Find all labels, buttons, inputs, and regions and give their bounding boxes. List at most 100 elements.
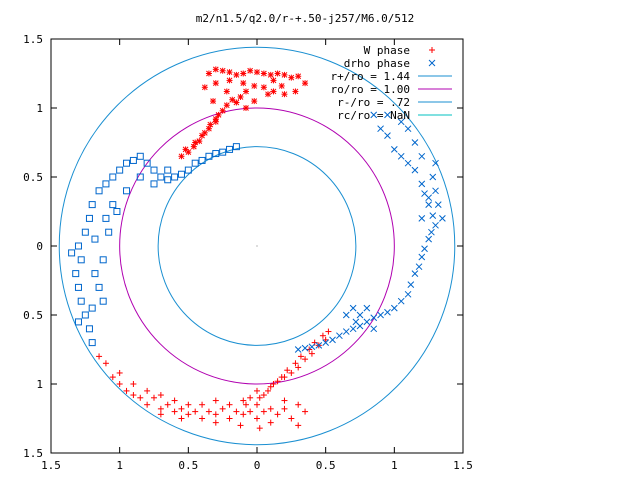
drho-phase-point	[411, 139, 419, 146]
drho-phase-point	[136, 173, 144, 181]
w-phase-point	[212, 419, 219, 426]
w-phase-point	[278, 374, 285, 381]
legend-label: ro/ro = 1.00	[331, 83, 410, 96]
w-phase-point	[212, 118, 219, 125]
w-phase-point	[295, 364, 302, 371]
radius-circles	[58, 46, 456, 446]
center-dot	[256, 245, 258, 247]
drho-phase-point	[384, 308, 391, 316]
drho-phase-point	[329, 336, 336, 344]
drho-phase-point	[425, 201, 433, 208]
w-phase-point	[185, 411, 192, 418]
drho-phase-point	[81, 311, 89, 319]
w-phase-point	[116, 381, 123, 387]
w-phase-point	[223, 88, 230, 95]
w-phase-point	[292, 88, 299, 95]
w-phase-point	[264, 387, 271, 394]
drho-phase-point	[432, 187, 439, 195]
drho-phase-point	[411, 270, 419, 277]
w-phase-point	[212, 397, 219, 404]
drho-phase-point	[336, 332, 343, 340]
drho-phase-point	[95, 187, 103, 195]
drho-phase-point	[85, 214, 93, 222]
drho-phase-point	[342, 311, 350, 319]
w-phase-point	[237, 422, 244, 429]
drho-phase-point	[150, 180, 158, 188]
drho-phase-point	[113, 208, 121, 215]
drho-phase-point	[74, 283, 82, 291]
drho-phase-point	[439, 215, 446, 222]
drho-phase-point	[301, 344, 309, 352]
w-phase-point	[284, 367, 291, 374]
drho-phase-point	[177, 170, 185, 178]
w-phase-point	[157, 392, 164, 399]
drho-phase-point	[377, 311, 384, 319]
drho-phase-point	[390, 146, 398, 153]
w-phase-point	[240, 70, 247, 77]
drho-phase-point	[349, 325, 357, 333]
w-phase-point	[233, 408, 240, 415]
legend-label: W phase	[364, 44, 410, 57]
y-tick-label: 0	[36, 240, 43, 253]
w-phase-point	[295, 401, 302, 408]
w-phase-point	[96, 353, 103, 360]
x-tick-label: 0.5	[178, 459, 198, 472]
y-tick-label: 1	[36, 378, 43, 391]
w-phase-point	[267, 419, 274, 426]
drho-phase-point	[349, 304, 357, 312]
w-phase-point	[254, 69, 260, 76]
w-phase-point	[274, 70, 281, 77]
drho-phase-point	[315, 342, 323, 349]
w-phase-point	[302, 356, 309, 363]
w-phase-point	[322, 336, 329, 343]
drho-phase-point	[88, 201, 96, 209]
drho-phase-point	[72, 270, 80, 278]
w-phase-point	[256, 425, 263, 432]
drho-phase-point	[136, 152, 144, 160]
drho-phase-point	[429, 212, 437, 219]
drho-phase-point	[109, 173, 117, 181]
drho-phase-point	[77, 297, 85, 305]
drho-phase-point	[81, 228, 89, 236]
drho-phase-point	[418, 152, 426, 160]
w-phase-point	[288, 369, 295, 376]
drho-phase-point	[164, 176, 172, 184]
drho-phase-point	[232, 143, 240, 151]
legend-label: r+/ro = 1.44	[331, 70, 411, 83]
drho-phase-point	[219, 148, 227, 156]
x-tick-label: 1.5	[453, 459, 473, 472]
w-phase-point	[199, 415, 206, 422]
w-phase-point	[109, 374, 116, 381]
w-phase-point	[123, 387, 130, 394]
w-phase-point	[219, 405, 226, 412]
w-phase-point	[260, 392, 267, 399]
w-phase-point	[171, 408, 178, 415]
w-phase-point	[151, 394, 157, 401]
w-phase-point	[270, 381, 277, 387]
drho-phase-point	[421, 245, 428, 253]
drho-phase-point	[429, 173, 437, 181]
w-phase-point	[171, 397, 178, 404]
radius-circle	[119, 107, 395, 385]
drho-phase-point	[74, 242, 82, 250]
drho-phase-point	[85, 325, 93, 333]
drho-phase-point	[397, 118, 405, 126]
w-phase-point	[226, 401, 233, 408]
w-phase-point	[137, 394, 144, 401]
w-phase-point	[205, 408, 212, 415]
drho-phase-point	[123, 187, 131, 195]
drho-phase-point	[434, 201, 442, 208]
drho-phase-point	[102, 214, 110, 222]
drho-phase-point	[363, 304, 371, 312]
drho-phase-point	[157, 173, 165, 181]
drho-phase-point	[74, 318, 82, 326]
drho-phase-point	[191, 159, 199, 167]
drho-phase-point	[425, 194, 433, 202]
w-phase-point	[302, 80, 309, 87]
drho-phase-point	[390, 304, 398, 312]
w-phase-point	[260, 408, 267, 415]
w-phase-point	[144, 401, 151, 408]
drho-phase-point	[99, 256, 107, 264]
w-phase-point	[243, 88, 250, 95]
w-phase-point	[157, 405, 164, 412]
